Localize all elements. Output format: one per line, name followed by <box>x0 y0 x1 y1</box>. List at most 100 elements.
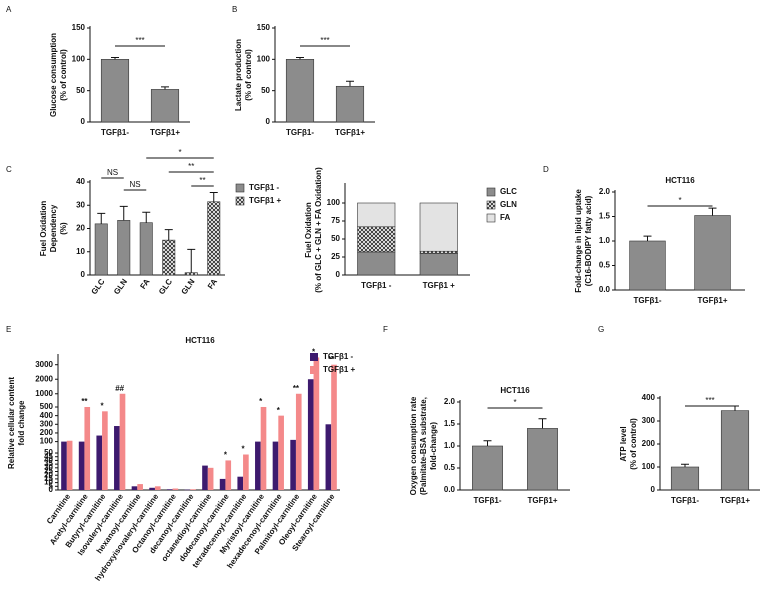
x-tick-label: TGFβ1+ <box>698 296 728 305</box>
bar <box>225 460 232 490</box>
bar <box>335 85 365 123</box>
legend-label: GLN <box>500 200 517 209</box>
bar <box>184 489 191 491</box>
error-bar <box>681 463 689 467</box>
y-tick-label: 75 <box>331 216 340 225</box>
panel-label: A <box>6 5 12 14</box>
bar-segment <box>419 250 458 254</box>
legend-label: TGFβ1 + <box>249 196 282 205</box>
x-tick-label: GLN <box>112 277 129 296</box>
y-tick-label: 200 <box>642 439 656 448</box>
y-tick-label: 50 <box>261 86 270 95</box>
x-tick-label: FA <box>138 277 151 291</box>
y-axis-label: (% of control) <box>59 49 68 101</box>
y-tick-label: 0.0 <box>444 485 456 494</box>
bar-segment <box>419 202 458 252</box>
bar <box>78 441 85 490</box>
y-tick-label: 0.5 <box>444 463 456 472</box>
y-tick-label: 1.0 <box>599 236 611 245</box>
bar <box>166 489 173 490</box>
y-tick-label: 100 <box>40 437 54 446</box>
y-tick-label: 10 <box>44 478 53 487</box>
error-bar <box>346 80 354 87</box>
error-bar <box>164 229 173 241</box>
significance-label: * <box>678 196 681 205</box>
bar <box>278 415 284 490</box>
y-tick-label: 50 <box>331 234 340 243</box>
x-tick-label: TGFβ1- <box>474 496 502 505</box>
legend-swatch <box>310 366 318 374</box>
bar <box>172 488 179 490</box>
bar <box>61 441 67 490</box>
significance-label: *** <box>135 36 144 45</box>
bar <box>720 410 750 491</box>
bar <box>307 379 314 490</box>
y-tick-label: 35 <box>44 459 53 468</box>
panel-label: F <box>383 325 388 334</box>
y-axis-label: Oxygen consumption rate <box>409 396 418 495</box>
y-tick-label: 2.0 <box>444 397 456 406</box>
bar <box>119 393 126 490</box>
y-axis-label: Relative cellular content <box>7 377 16 469</box>
significance-label: * <box>178 148 181 157</box>
x-tick-label: TGFβ1 - <box>361 281 392 290</box>
bar <box>100 59 130 123</box>
error-bar <box>538 418 547 429</box>
significance-label: *** <box>320 36 329 45</box>
y-tick-label: 15 <box>44 474 53 483</box>
y-tick-label: 300 <box>40 419 54 428</box>
y-tick-label: 2000 <box>35 374 53 383</box>
bar <box>94 223 108 276</box>
bar <box>84 406 91 490</box>
significance-label: * <box>312 348 316 357</box>
bar <box>527 428 558 491</box>
legend-swatch <box>235 183 245 193</box>
bar <box>207 467 214 490</box>
y-axis-label: (% of control) <box>244 49 253 101</box>
bar <box>190 489 196 490</box>
significance-label: ** <box>199 176 205 185</box>
y-axis-label: Fold-change in lipid uptake <box>574 189 583 293</box>
bar <box>290 439 296 490</box>
y-tick-label: 100 <box>642 462 656 471</box>
bar <box>694 215 731 291</box>
significance-label: ** <box>81 397 88 406</box>
bar-segment <box>357 202 396 228</box>
error-bar <box>296 56 304 60</box>
x-tick-label: TGFβ1- <box>101 128 129 137</box>
bar <box>670 466 700 491</box>
y-tick-label: 400 <box>642 393 656 402</box>
bar <box>260 406 267 490</box>
significance-label: * <box>277 406 281 415</box>
y-axis-label: (% of control) <box>629 418 638 470</box>
y-tick-label: 45 <box>44 452 53 461</box>
y-axis-label: Fuel Oxidation <box>39 201 48 257</box>
x-tick-label: GLC <box>157 277 174 296</box>
error-bar <box>111 56 119 60</box>
y-tick-label: 3000 <box>35 360 53 369</box>
y-tick-label: 1.5 <box>444 419 456 428</box>
bar <box>472 445 503 491</box>
error-bar <box>119 205 128 221</box>
bar <box>149 487 155 490</box>
y-axis-label: fold-change) <box>429 422 438 470</box>
y-tick-label: 40 <box>44 456 53 465</box>
bar <box>331 364 337 490</box>
bar <box>207 201 221 276</box>
x-tick-label: GLN <box>180 277 197 296</box>
y-tick-label: 50 <box>44 448 53 457</box>
bar <box>237 476 244 490</box>
y-axis-label: (Palmitate-BSA substrate, <box>419 397 428 495</box>
bar <box>131 486 138 490</box>
legend-swatch <box>486 187 496 197</box>
error-bar <box>142 211 151 223</box>
y-tick-label: 30 <box>76 200 85 209</box>
bar-segment <box>357 226 396 253</box>
x-tick-label: TGFβ1+ <box>335 128 365 137</box>
legend-swatch <box>310 353 318 361</box>
bar <box>255 441 261 490</box>
y-tick-label: 40 <box>76 177 85 186</box>
legend-swatch <box>235 196 245 206</box>
error-bar <box>731 405 739 411</box>
